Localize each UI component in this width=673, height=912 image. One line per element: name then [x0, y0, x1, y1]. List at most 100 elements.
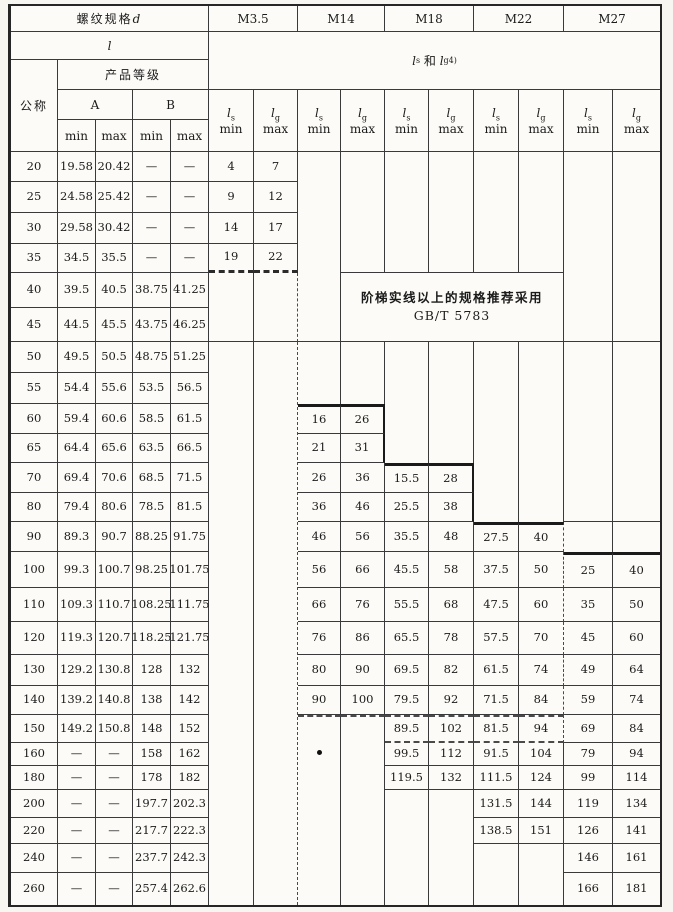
limit-header-ls-min: ls min [209, 90, 254, 152]
cell-m35-lg-max: 22 [254, 244, 298, 273]
cell-b-max: 121.75 [169, 622, 210, 655]
cell-m18-ls-min: 69.5 [385, 655, 429, 686]
cell-m18-lg-max: 28 [429, 463, 474, 493]
cell-b-max: 222.3 [171, 818, 209, 844]
cell-m14-ls-min: 36 [298, 493, 341, 522]
row-size-label: 35 [11, 244, 58, 273]
limit-header-lg-max: lg max [341, 90, 385, 152]
empty-region [474, 152, 519, 273]
empty-region [519, 844, 564, 905]
row-size-label: 20 [11, 152, 58, 182]
cell-b-max: 202.3 [171, 790, 209, 818]
row-size-label: 240 [11, 844, 58, 873]
limit-header-lg-max: lg max [519, 90, 564, 152]
cell-m22-lg-max: 50 [519, 552, 564, 588]
cell-m18-lg-max: 132 [429, 766, 474, 790]
cell-b-min: 53.5 [133, 373, 171, 404]
cell-m22-lg-max: 124 [519, 766, 564, 790]
product-grade-header: 产品等级 [58, 60, 209, 90]
cell-a-min: 24.58 [58, 182, 96, 213]
row-size-label: 110 [11, 588, 58, 622]
cell-m27-lg-max: 181 [625, 881, 648, 896]
cell-m27-lg-max: 141 [613, 818, 660, 844]
cell-b-min: 118.25 [131, 622, 172, 655]
cell-a-min: 29.58 [58, 213, 96, 244]
cell-a-max: 40.5 [96, 273, 133, 308]
empty-region [519, 342, 564, 522]
empty-region [254, 273, 298, 342]
cell-a-min: 19.58 [58, 152, 96, 182]
empty-region [429, 152, 474, 273]
cell-a-min: 79.4 [58, 493, 96, 522]
cell-a-min: 129.2 [58, 655, 96, 686]
cell-m22-lg-max: 40 [519, 522, 564, 552]
cell-m35-lg-max: 12 [254, 182, 298, 213]
length-var-header: l [11, 32, 209, 60]
cell-a-min: — [58, 743, 96, 766]
cell-b-max: 242.3 [171, 844, 209, 873]
nominal-header: 公称 [11, 60, 58, 152]
size-header-m27: M27 [564, 6, 660, 32]
cell-a-min: — [58, 790, 96, 818]
cell-a-min: 99.3 [58, 552, 96, 588]
cell-b-max: 41.25 [171, 273, 209, 308]
cell-a-max: 60.6 [96, 404, 133, 434]
limit-header-lg-max: lg max [429, 90, 474, 152]
grade-a-header: A [58, 90, 133, 120]
cell-m27-ls-min: 35 [564, 588, 613, 622]
cell-b-min: 43.75 [133, 308, 171, 342]
row-size-label: 220 [11, 818, 58, 844]
cell-m18-ls-min: 45.5 [385, 552, 429, 588]
cell-m18-ls-min: 99.5 [385, 743, 429, 766]
cell-m18-lg-max: 38 [429, 493, 474, 522]
empty-region [209, 342, 254, 905]
cell-m14-ls-min: 46 [298, 522, 341, 552]
cell-a-max: — [96, 844, 133, 873]
cell-a-max: 80.6 [96, 493, 133, 522]
cell-a-max: 100.7 [96, 552, 133, 588]
cell-m18-lg-max: 58 [429, 552, 474, 588]
cell-b-min: 78.5 [133, 493, 171, 522]
cell-a-max: — [96, 790, 133, 818]
cell-m22-ls-min: 71.5 [474, 686, 519, 715]
empty-region [564, 522, 613, 552]
cell-b-min: 178 [133, 766, 171, 790]
cell-m27-ls-min: 59 [564, 686, 613, 715]
cell-b-min: 148 [133, 715, 171, 743]
empty-region [613, 522, 660, 552]
cell-m35-ls-min: 14 [209, 213, 254, 244]
cell-a-max: 45.5 [96, 308, 133, 342]
row-size-label: 120 [11, 622, 58, 655]
cell-a-min: 89.3 [58, 522, 96, 552]
limit-header-lg-max: lg max [254, 90, 298, 152]
cell-m14-lg-max: 90 [341, 655, 385, 686]
cell-m27-ls-min: 49 [564, 655, 613, 686]
cell-a-min: 109.3 [58, 588, 96, 622]
cell-m14-ls-min: 21 [298, 434, 341, 463]
cell-a-min: — [58, 873, 96, 905]
cell-m27-lg-max: 161 [613, 844, 660, 873]
cell-m22-lg-max: 84 [519, 686, 564, 715]
limit-label-max: max [96, 120, 133, 152]
cell-a-min: — [58, 844, 96, 873]
cell-m27-ls-min: 99 [564, 766, 613, 790]
empty-region [429, 342, 474, 463]
empty-region [298, 342, 341, 404]
cell-b-min: 237.7 [133, 844, 171, 873]
empty-region [429, 790, 474, 905]
cell-b-max: 152 [171, 715, 209, 743]
row-size-label: 100 [11, 552, 58, 588]
cell-b-max: 66.5 [171, 434, 209, 463]
cell-a-min: 34.5 [58, 244, 96, 273]
cell-m35-ls-min: 19 [209, 244, 254, 273]
cell-a-max: 30.42 [96, 213, 133, 244]
cell-b-min: 38.75 [133, 273, 171, 308]
empty-region [298, 715, 341, 905]
cell-a-max: 70.6 [96, 463, 133, 493]
cell-m18-lg-max: 112 [429, 743, 474, 766]
empty-region [209, 273, 254, 342]
cell-m22-ls-min: 37.5 [474, 552, 519, 588]
step-note: 阶梯实线以上的规格推荐采用 GB/T 5783 [341, 273, 564, 342]
cell-b-min: — [133, 213, 171, 244]
empty-region [341, 152, 385, 273]
